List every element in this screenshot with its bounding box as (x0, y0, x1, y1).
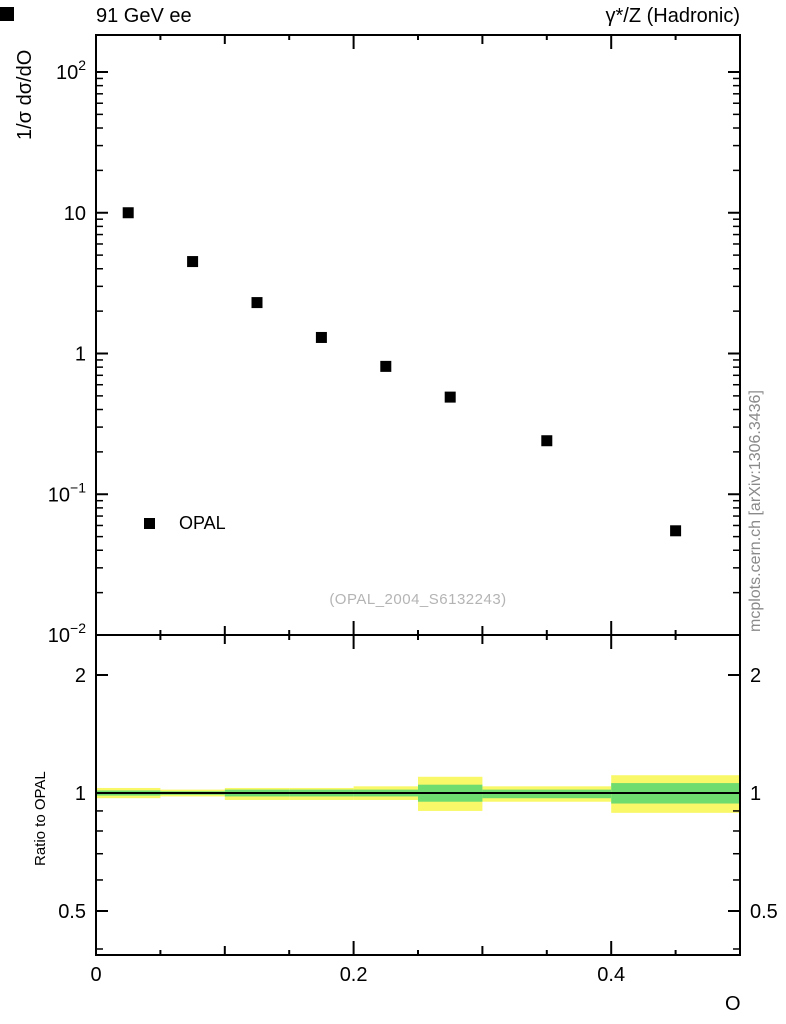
svg-text:2: 2 (750, 665, 761, 687)
plot-title-left: 91 GeV ee (96, 5, 192, 27)
plot-title-right: γ*/Z (Hadronic) (605, 5, 740, 27)
x-axis-label: O (725, 993, 741, 1015)
svg-text:1: 1 (750, 783, 761, 805)
svg-text:0: 0 (90, 964, 101, 986)
svg-text:102: 102 (56, 57, 86, 84)
svg-text:1: 1 (75, 783, 86, 805)
svg-text:10−2: 10−2 (48, 620, 86, 647)
ratio-y-axis-label: Ratio to OPAL (32, 771, 49, 866)
svg-text:2: 2 (75, 665, 86, 687)
legend-label: OPAL (179, 513, 226, 533)
svg-text:0.5: 0.5 (58, 901, 86, 923)
legend-opal: OPAL (144, 513, 226, 534)
corner-marker (0, 7, 14, 21)
svg-text:10: 10 (64, 203, 86, 225)
svg-text:0.2: 0.2 (340, 964, 368, 986)
svg-text:0.5: 0.5 (750, 901, 778, 923)
legend-marker-square (144, 518, 155, 529)
sidenote-vertical: mcplots.cern.ch [arXiv:1306.3436] (747, 390, 764, 632)
watermark: (OPAL_2004_S6132243) (329, 591, 507, 608)
svg-text:1: 1 (75, 344, 86, 366)
main-y-axis-label: 1/σ dσ/dO (14, 49, 36, 140)
svg-text:0.4: 0.4 (597, 964, 625, 986)
svg-text:10−1: 10−1 (48, 479, 86, 506)
